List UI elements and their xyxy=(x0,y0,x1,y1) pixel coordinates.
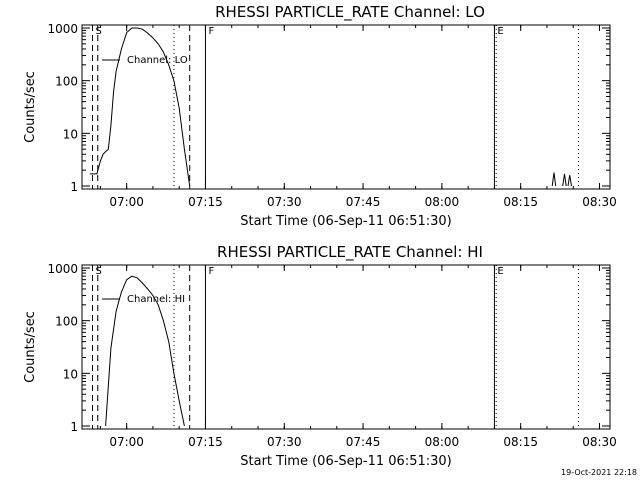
x-tick-label: 07:30 xyxy=(267,435,302,449)
legend: Channel: HI xyxy=(102,294,185,305)
x-tick-label: 08:30 xyxy=(582,435,617,449)
legend: Channel: LO xyxy=(102,55,188,66)
y-ticks: 1 10 100 1000 xyxy=(47,262,610,434)
footer-timestamp: 19-Oct-2021 22:18 xyxy=(561,468,637,477)
y-tick-label: 10 xyxy=(63,127,78,141)
y-tick-label: 1 xyxy=(70,420,78,434)
y-ticks: 1 10 100 1000 xyxy=(47,22,610,194)
series-line xyxy=(89,27,191,187)
x-tick-label: 07:45 xyxy=(346,195,381,209)
x-tick-label: 07:00 xyxy=(109,435,144,449)
marker-label: F xyxy=(208,26,214,37)
chart-title: RHESSI PARTICLE_RATE Channel: HI xyxy=(217,243,483,262)
y-tick-label: 1000 xyxy=(47,22,78,36)
marker-label: E xyxy=(497,26,503,37)
y-tick-label: 1000 xyxy=(47,262,78,276)
x-tick-label: 07:15 xyxy=(188,435,223,449)
x-tick-label: 07:45 xyxy=(346,435,381,449)
marker-label: S xyxy=(96,26,102,37)
y-tick-label: 100 xyxy=(55,315,78,329)
x-tick-label: 07:15 xyxy=(188,195,223,209)
x-tick-label: 07:00 xyxy=(109,195,144,209)
y-axis-label: Counts/sec xyxy=(23,71,38,143)
panel-lo: RHESSI PARTICLE_RATE Channel: LO Counts/… xyxy=(23,3,617,229)
x-tick-label: 07:30 xyxy=(267,195,302,209)
series-line xyxy=(567,175,572,187)
x-axis-label: Start Time (06-Sep-11 06:51:30) xyxy=(240,214,451,229)
marker-label: S xyxy=(96,266,102,277)
x-ticks: 07:00 07:15 07:30 07:45 08:00 08:15 08:30 xyxy=(99,265,617,449)
x-tick-label: 08:15 xyxy=(503,195,538,209)
marker-label: E xyxy=(497,266,503,277)
series-line xyxy=(551,172,557,187)
x-tick-label: 08:00 xyxy=(425,435,460,449)
panel-hi: RHESSI PARTICLE_RATE Channel: HI Counts/… xyxy=(23,243,617,469)
y-tick-label: 1 xyxy=(70,180,78,194)
series-line xyxy=(562,173,567,187)
chart-title: RHESSI PARTICLE_RATE Channel: LO xyxy=(215,3,485,22)
plot-frame xyxy=(81,264,611,430)
y-axis-label: Counts/sec xyxy=(23,311,38,383)
x-tick-label: 08:15 xyxy=(503,435,538,449)
marker-label: F xyxy=(208,266,214,277)
series-lines xyxy=(89,27,572,187)
y-tick-label: 10 xyxy=(63,367,78,381)
series-line xyxy=(105,275,185,427)
x-ticks: 07:00 07:15 07:30 07:45 08:00 08:15 08:30 xyxy=(99,25,617,209)
x-axis-label: Start Time (06-Sep-11 06:51:30) xyxy=(240,454,451,469)
x-tick-label: 08:30 xyxy=(582,195,617,209)
x-tick-label: 08:00 xyxy=(425,195,460,209)
plot-frame xyxy=(81,24,611,190)
y-tick-label: 100 xyxy=(55,75,78,89)
legend-label: Channel: HI xyxy=(127,294,185,305)
series-lines xyxy=(105,275,185,427)
legend-label: Channel: LO xyxy=(127,55,188,66)
